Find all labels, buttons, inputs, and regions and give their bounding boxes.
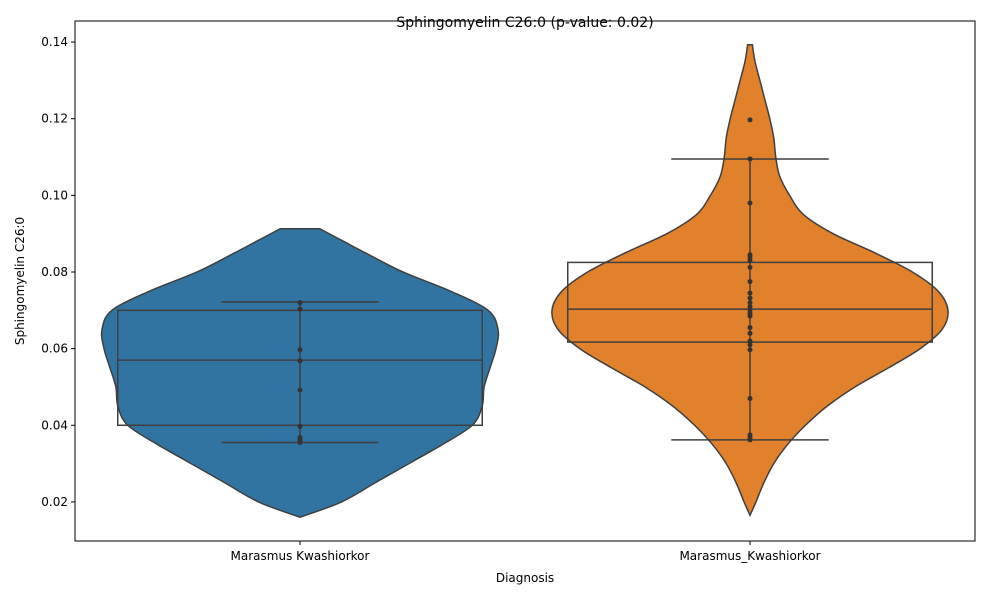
y-axis: 0.02 0.04 0.06 0.08 0.10 0.12 0.14 — [41, 35, 75, 509]
data-points — [297, 117, 753, 446]
x-tick-label: Marasmus Kwashiorkor — [231, 549, 370, 563]
data-point — [747, 347, 753, 353]
data-point — [747, 325, 753, 331]
data-point — [747, 307, 753, 313]
data-point — [747, 432, 753, 438]
y-tick-label: 0.10 — [41, 188, 68, 202]
data-point — [747, 200, 753, 206]
data-point — [747, 342, 753, 348]
data-point — [747, 252, 753, 258]
y-tick-label: 0.04 — [41, 418, 68, 432]
data-point — [297, 435, 303, 441]
y-tick-label: 0.08 — [41, 265, 68, 279]
violins — [100, 44, 949, 519]
data-point — [747, 338, 753, 344]
data-point — [747, 279, 753, 285]
data-point — [747, 300, 753, 306]
x-axis: Marasmus Kwashiorkor Marasmus_Kwashiorkor — [231, 541, 821, 563]
data-point — [747, 156, 753, 162]
data-point — [297, 300, 303, 306]
data-point — [747, 117, 753, 123]
data-point — [747, 264, 753, 270]
data-point — [297, 358, 303, 364]
y-tick-label: 0.14 — [41, 35, 68, 49]
data-point — [747, 290, 753, 296]
x-axis-label: Diagnosis — [496, 571, 554, 585]
data-point — [747, 303, 753, 309]
y-tick-label: 0.02 — [41, 495, 68, 509]
y-tick-label: 0.12 — [41, 112, 68, 126]
data-point — [297, 306, 303, 312]
y-axis-label: Sphingomyelin C26:0 — [13, 217, 27, 345]
x-tick-label: Marasmus_Kwashiorkor — [679, 549, 820, 563]
plot-frame — [74, 20, 976, 542]
data-point — [747, 330, 753, 336]
data-point — [747, 395, 753, 401]
data-point — [297, 347, 303, 353]
data-point — [297, 423, 303, 429]
data-point — [747, 295, 753, 301]
chart-title: Sphingomyelin C26:0 (p-value: 0.02) — [396, 15, 653, 31]
data-point — [297, 387, 303, 393]
y-tick-label: 0.06 — [41, 342, 68, 356]
